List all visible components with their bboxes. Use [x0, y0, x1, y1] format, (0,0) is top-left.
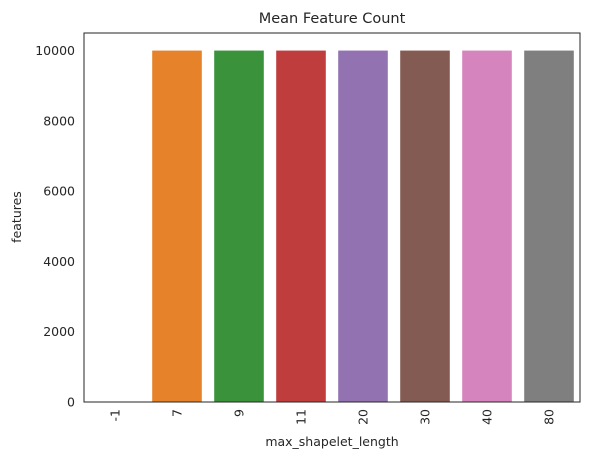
bar-20 [338, 50, 388, 402]
x-axis-label: max_shapelet_length [265, 434, 398, 449]
bar-80 [524, 50, 574, 402]
y-tick-label-0: 0 [67, 395, 75, 410]
y-tick-label-4000: 4000 [43, 254, 75, 269]
y-axis-ticks: 0 2000 4000 6000 8000 10000 [35, 43, 75, 409]
x-tick-label-9: 9 [232, 409, 247, 417]
bar-11 [276, 50, 326, 402]
x-tick-label-20: 20 [356, 409, 371, 425]
bar-7 [152, 50, 202, 402]
y-axis-label: features [9, 191, 24, 243]
x-tick-label-80: 80 [542, 409, 557, 425]
x-tick-label-40: 40 [480, 409, 495, 425]
bar-40 [462, 50, 512, 402]
chart-title: Mean Feature Count [259, 11, 406, 27]
x-tick-label-11: 11 [294, 409, 309, 425]
plot-area [83, 32, 581, 403]
y-tick-label-8000: 8000 [43, 113, 75, 128]
y-tick-label-2000: 2000 [43, 324, 75, 339]
bar-9 [214, 50, 264, 402]
x-axis-ticks: -1 7 9 11 20 30 40 80 [108, 409, 557, 425]
x-tick-label-7: 7 [170, 409, 185, 417]
bars-group [152, 50, 574, 402]
y-tick-label-10000: 10000 [35, 43, 75, 58]
x-tick-label-30: 30 [418, 409, 433, 425]
bar-30 [400, 50, 450, 402]
y-tick-label-6000: 6000 [43, 184, 75, 199]
x-tick-label--1: -1 [108, 409, 123, 421]
